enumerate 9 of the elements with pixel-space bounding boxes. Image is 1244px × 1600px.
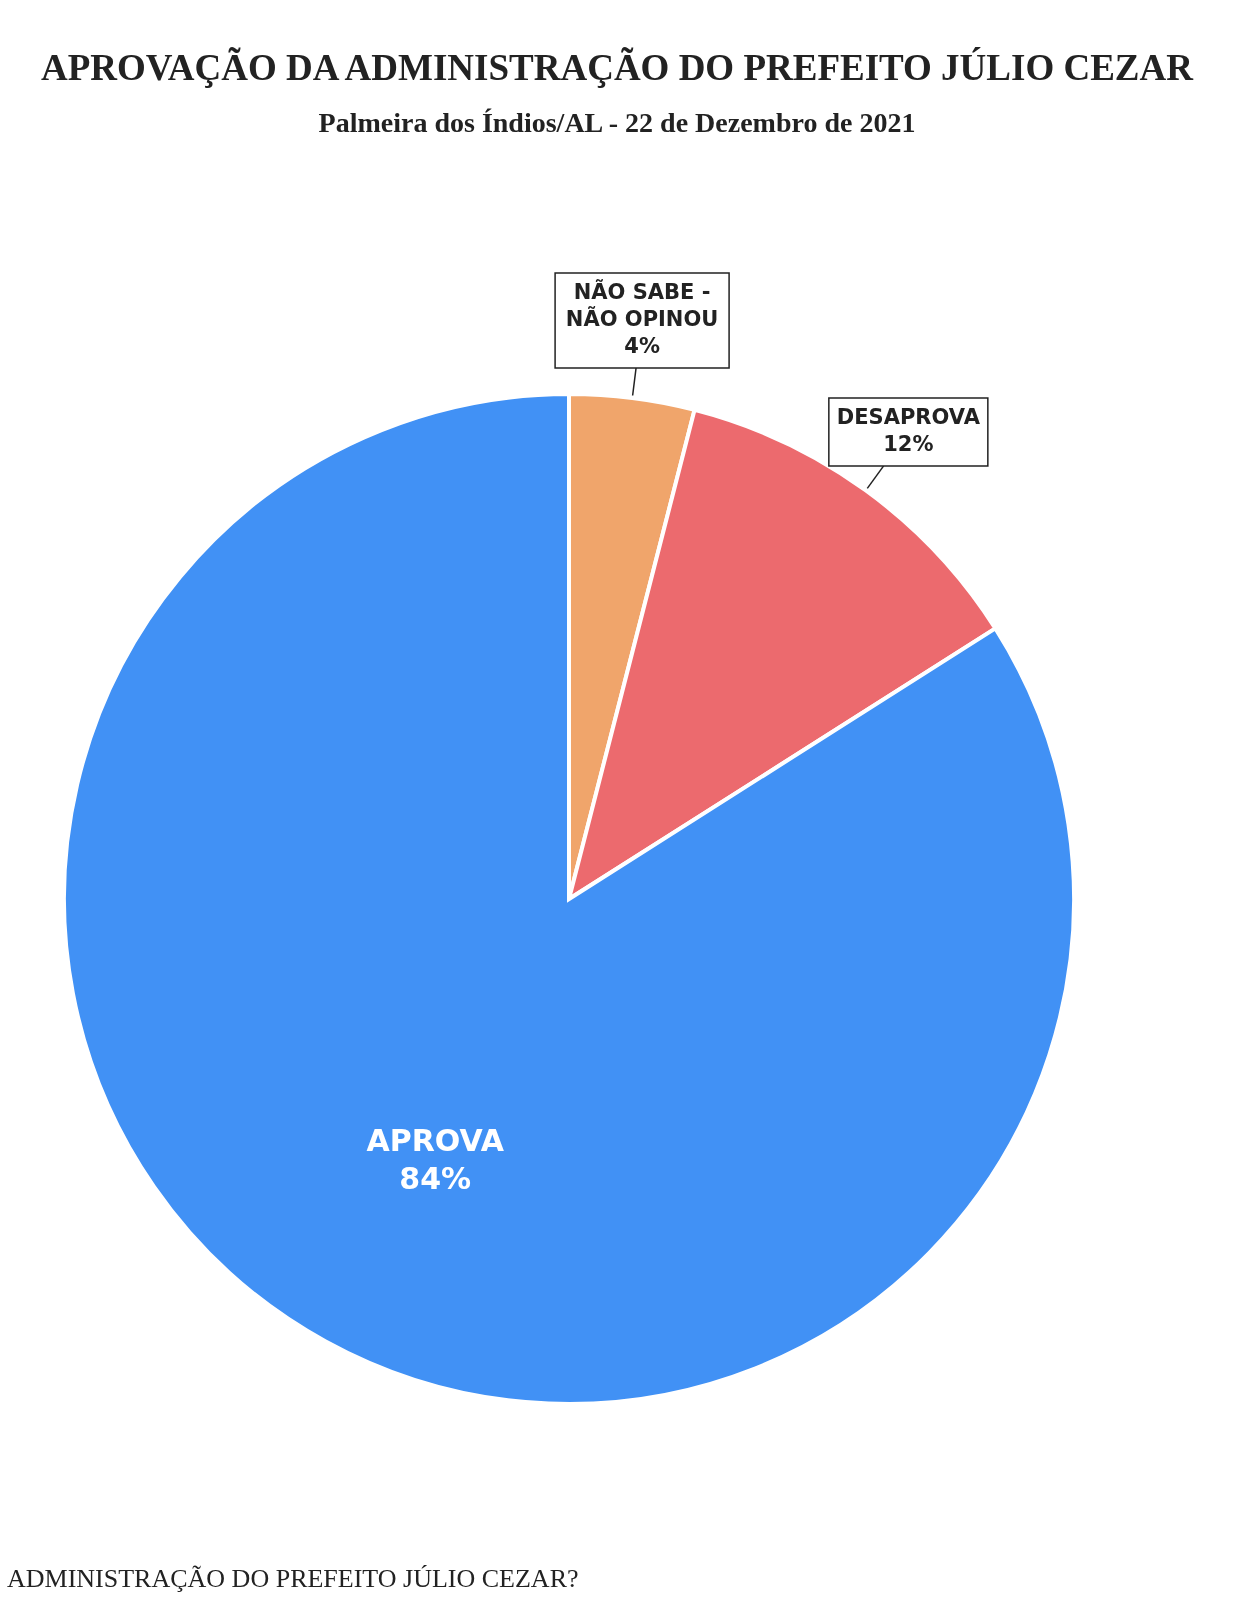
chart-subtitle: Palmeira dos Índios/AL - 22 de Dezembro de 2021 [318, 107, 916, 138]
data-label: 84% [399, 1161, 472, 1197]
text: ADMINISTRAÇÃO DO PREFEITO JÚLIO CEZAR? [7, 1564, 579, 1593]
slice-label: APROVA [366, 1123, 505, 1159]
slice-label: DESAPROVA [836, 405, 981, 430]
data-label: 12% [883, 432, 934, 457]
data-label: 4% [624, 334, 660, 359]
slice-label: NÃO SABE - NÃO OPINOU [565, 279, 719, 332]
chart-title: APROVAÇÃO DA ADMINISTRAÇÃO DO PREFEITO JÚLIO CEZAR [41, 47, 1195, 88]
